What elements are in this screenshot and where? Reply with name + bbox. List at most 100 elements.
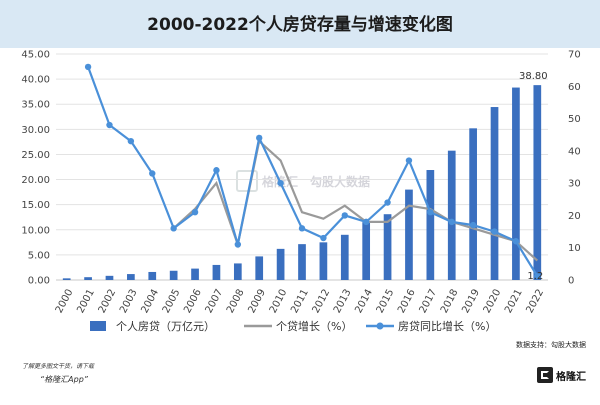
- point-2015: [384, 199, 391, 206]
- source-note: 数据支持：勾股大数据: [516, 341, 586, 349]
- point-2020: [491, 228, 498, 235]
- bar-2022: [533, 85, 542, 280]
- bar-2001: [84, 277, 92, 280]
- right-tick-label: 50: [568, 114, 581, 125]
- x-tick-label: 2009: [246, 288, 268, 316]
- footer-logo-text: 格隆汇: [556, 371, 586, 383]
- chart-title: 2000-2022个人房贷存量与增速变化图: [147, 15, 453, 35]
- x-tick-label: 2022: [524, 288, 546, 316]
- x-tick-label: 2017: [418, 288, 440, 316]
- bar-2009: [255, 256, 264, 280]
- bar-2004: [148, 271, 157, 280]
- bar-2013: [340, 234, 349, 280]
- point-2018: [448, 218, 455, 226]
- right-tick-label: 10: [568, 243, 581, 254]
- x-tick-label: 2014: [353, 288, 375, 316]
- data-label-last-line: 1.2: [527, 271, 543, 282]
- bar-2000: [62, 278, 71, 280]
- x-tick-label: 2012: [311, 288, 333, 316]
- point-2004: [149, 170, 156, 177]
- right-tick-label: 30: [568, 179, 581, 190]
- left-tick-label: 30.00: [21, 125, 50, 136]
- left-tick-label: 5.00: [28, 250, 50, 261]
- point-2001: [84, 63, 92, 71]
- bar-2005: [169, 270, 178, 280]
- point-2019: [469, 221, 477, 229]
- left-tick-label: 40.00: [21, 75, 50, 86]
- x-tick-label: 2019: [460, 288, 482, 316]
- right-tick-label: 0: [568, 276, 574, 287]
- bar-2017: [426, 170, 435, 280]
- left-tick-label: 25.00: [21, 150, 50, 161]
- right-tick-label: 20: [568, 211, 581, 222]
- point-2010: [277, 179, 284, 187]
- bar-2020: [490, 107, 499, 280]
- point-2014: [362, 218, 370, 226]
- x-tick-label: 2011: [289, 288, 311, 316]
- point-2013: [341, 212, 348, 219]
- x-tick-label: 2005: [161, 288, 183, 316]
- x-tick-label: 2006: [182, 288, 204, 316]
- x-tick-label: 2007: [204, 288, 226, 316]
- legend-label: 个贷增长（%）: [276, 319, 352, 333]
- left-tick-label: 0.00: [28, 276, 50, 287]
- legend: 个人房贷（万亿元） 个贷增长（%） 房贷同比增长（%）: [90, 319, 496, 333]
- x-tick-label: 2013: [332, 288, 354, 316]
- point-2021: [512, 238, 520, 245]
- title-banner: [0, 0, 600, 48]
- bar-2011: [298, 244, 306, 280]
- x-tick-label: 2004: [139, 288, 161, 316]
- legend-swatch-bar: [90, 321, 106, 331]
- right-axis: 0 10 20 30 40 50 60 70: [568, 50, 581, 287]
- point-2011: [298, 225, 306, 232]
- footer-logo: 格隆汇: [537, 366, 586, 384]
- point-2016: [405, 157, 413, 164]
- bar-2003: [127, 274, 135, 280]
- bar-2007: [212, 264, 221, 280]
- chart-area: 0.00 5.00 10.00 15.00 20.00 25.00 30.00 35.00 40…: [21, 50, 581, 334]
- bar-2021: [512, 87, 520, 280]
- left-tick-label: 35.00: [21, 100, 50, 111]
- right-tick-label: 60: [568, 82, 581, 93]
- point-2009: [256, 134, 263, 142]
- x-tick-label: 2021: [503, 288, 525, 316]
- left-tick-label: 20.00: [21, 175, 50, 186]
- watermark-brand-b: 勾股大数据: [310, 174, 371, 189]
- line-series: [84, 63, 541, 280]
- point-2017: [427, 209, 434, 216]
- bar-2018: [447, 150, 456, 280]
- x-tick-label: 2018: [439, 288, 461, 316]
- left-tick-label: 15.00: [21, 200, 50, 211]
- right-tick-label: 40: [568, 146, 581, 157]
- point-2007: [213, 167, 220, 174]
- point-2005: [170, 225, 177, 232]
- bar-2002: [105, 275, 114, 280]
- point-2008: [234, 241, 242, 248]
- x-tick-label: 2003: [118, 288, 140, 316]
- left-tick-label: 45.00: [21, 50, 50, 61]
- point-2002: [106, 121, 113, 129]
- data-label-last-bar: 38.80: [519, 71, 548, 82]
- legend-label: 个人房贷（万亿元）: [116, 319, 215, 333]
- watermark-logo-icon: [236, 170, 258, 192]
- x-tick-label: 2001: [75, 288, 97, 316]
- bar-2006: [191, 268, 199, 280]
- left-axis: 0.00 5.00 10.00 15.00 20.00 25.00 30.00 35.00 40…: [21, 50, 50, 287]
- x-tick-label: 2020: [482, 288, 504, 316]
- x-tick-label: 2002: [97, 288, 119, 316]
- point-2006: [191, 209, 199, 216]
- footer-logo-icon: [537, 367, 553, 383]
- bar-2019: [469, 128, 477, 280]
- point-2022: [534, 272, 541, 280]
- left-tick-label: 10.00: [21, 225, 50, 236]
- x-axis: 2000 2001 2002 2003 2004 2005 2006 2007 2008 2009…: [54, 288, 546, 316]
- bar-series: [62, 85, 542, 280]
- bar-2016: [405, 189, 413, 280]
- bar-2008: [233, 263, 242, 280]
- x-tick-label: 2015: [375, 288, 397, 316]
- point-2012: [320, 234, 327, 242]
- data-labels: 38.80 1.2: [519, 71, 548, 282]
- footer-hint: 了解更多图文干货，请下载: [22, 363, 95, 370]
- x-tick-label: 2000: [54, 288, 76, 316]
- legend-label: 房贷同比增长（%）: [398, 319, 496, 333]
